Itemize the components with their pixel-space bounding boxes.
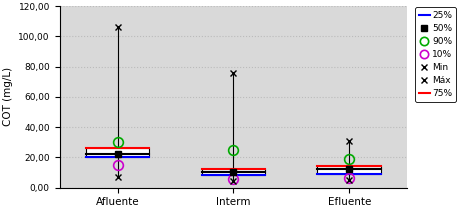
Bar <box>202 169 265 175</box>
Bar <box>86 148 149 157</box>
Y-axis label: COT (mg/L): COT (mg/L) <box>3 67 13 126</box>
Bar <box>318 166 381 174</box>
Legend: 25%, 50%, 90%, 10%, Min, Máx, 75%: 25%, 50%, 90%, 10%, Min, Máx, 75% <box>415 7 456 102</box>
